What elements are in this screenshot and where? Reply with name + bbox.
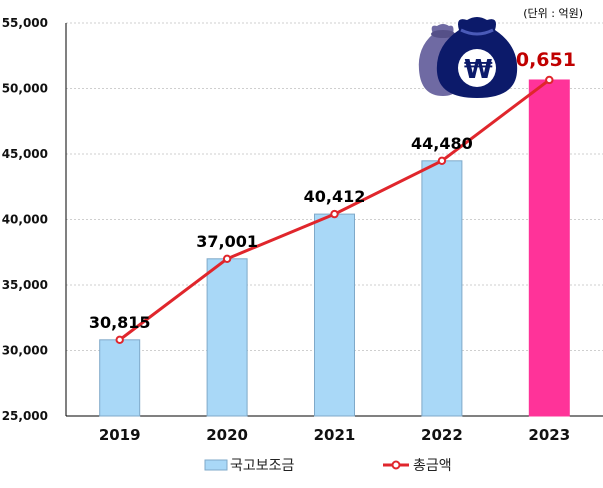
line-point-2023: [545, 75, 554, 85]
data-label-2019: 30,815: [89, 313, 151, 332]
y-tick-label: 50,000: [2, 82, 48, 96]
bar-2022: [421, 160, 463, 417]
legend-marker-line: [391, 460, 401, 470]
legend-label-line: 총금액: [413, 458, 452, 474]
data-label-2022: 44,480: [411, 134, 473, 153]
bar-2021: [314, 213, 355, 417]
x-tick-label: 2022: [421, 426, 463, 444]
line-point-2020: [222, 254, 232, 263]
y-tick-label: 45,000: [2, 147, 48, 161]
y-tick-label: 35,000: [2, 278, 48, 292]
bar-series: [99, 79, 570, 417]
data-label-2023: 50,651: [503, 49, 576, 71]
svg-text:₩: ₩: [464, 55, 493, 85]
x-tick-label: 2020: [206, 426, 248, 444]
axes: 25,000 30,000 35,000 40,000 45,000 50,000 55,0…: [2, 16, 603, 444]
bar-2020: [206, 258, 248, 417]
y-tick-label: 30,000: [2, 344, 48, 358]
data-label-2021: 40,412: [304, 187, 366, 206]
line-point-2021: [330, 209, 339, 219]
data-labels: 30,815 37,001 40,412 44,480 50,651: [89, 49, 576, 332]
legend: 국고보조금 총금액: [204, 458, 452, 474]
y-tick-label: 40,000: [2, 213, 48, 227]
data-label-2020: 37,001: [196, 232, 258, 251]
money-bag-won-icon: ₩ ₩: [418, 17, 518, 98]
line-series: [115, 75, 554, 345]
bar-2019: [99, 339, 141, 417]
x-tick-label: 2023: [528, 426, 570, 444]
legend-swatch-bar: [204, 459, 228, 471]
y-tick-label: 55,000: [2, 16, 48, 30]
y-tick-label: 25,000: [2, 409, 48, 423]
unit-note: (단위 : 억원): [523, 7, 583, 20]
x-tick-label: 2021: [314, 426, 356, 444]
legend-label-bar: 국고보조금: [230, 458, 295, 474]
line-point-2022: [437, 156, 447, 166]
bar-2023: [528, 79, 570, 417]
x-tick-label: 2019: [99, 426, 141, 444]
line-point-2019: [115, 335, 124, 345]
